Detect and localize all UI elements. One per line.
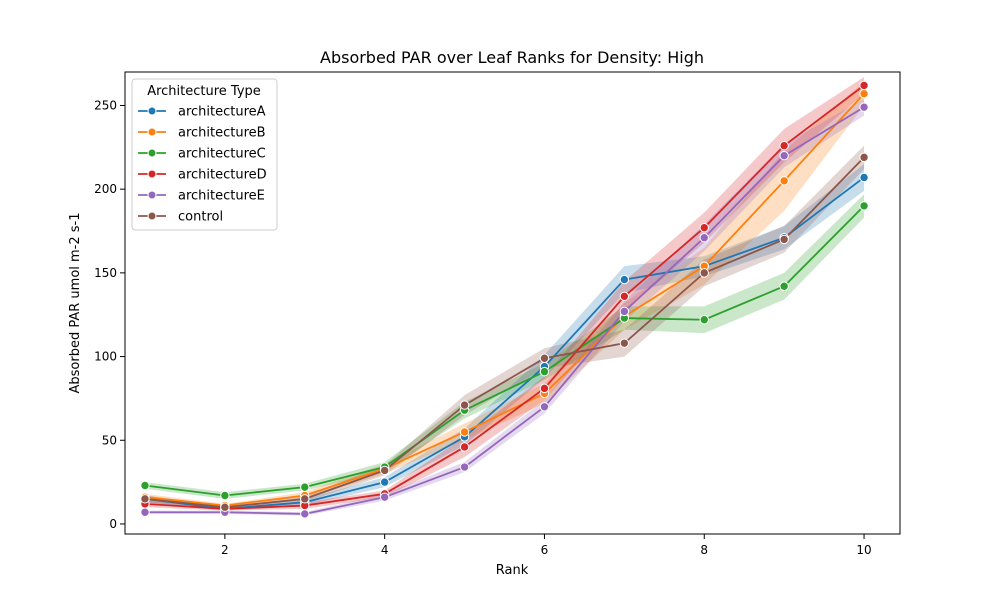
line-architectureE bbox=[144, 106, 865, 515]
y-tick-label: 50 bbox=[102, 433, 117, 447]
point-architectureE bbox=[539, 402, 550, 412]
x-axis-label: Rank bbox=[496, 563, 529, 578]
x-axis: 2 4 6 8 10 bbox=[221, 534, 872, 557]
point-architectureA bbox=[379, 477, 390, 487]
point-control bbox=[539, 353, 550, 363]
plot-frame bbox=[124, 71, 901, 535]
point-control bbox=[699, 268, 709, 278]
series-lines bbox=[144, 84, 865, 515]
legend-marker-architectureE bbox=[147, 190, 157, 200]
line-architectureC bbox=[144, 205, 865, 497]
point-architectureE bbox=[619, 306, 630, 317]
point-architectureB bbox=[459, 427, 470, 437]
line-architectureA bbox=[144, 176, 865, 510]
x-tick-label: 4 bbox=[381, 543, 389, 557]
y-axis: 0 50 100 150 200 250 bbox=[94, 98, 125, 531]
legend-marker-architectureA bbox=[147, 106, 157, 116]
point-architectureE bbox=[699, 233, 709, 243]
legend-marker-architectureC bbox=[147, 148, 157, 158]
point-control bbox=[779, 234, 789, 245]
point-architectureA bbox=[619, 274, 630, 285]
x-tick-label: 2 bbox=[221, 543, 229, 557]
point-architectureC bbox=[699, 315, 709, 325]
y-tick-label: 200 bbox=[94, 182, 117, 196]
y-tick-label: 0 bbox=[109, 517, 117, 531]
legend-items: architectureA architectureB architectureC a… bbox=[138, 105, 267, 225]
point-architectureC bbox=[300, 482, 310, 492]
point-architectureB bbox=[859, 89, 869, 99]
legend-label: architectureD bbox=[178, 168, 267, 183]
point-architectureC bbox=[220, 490, 230, 501]
y-axis-label: Absorbed PAR umol m-2 s-1 bbox=[68, 212, 83, 393]
point-architectureC bbox=[539, 366, 550, 377]
point-control bbox=[379, 465, 390, 476]
x-tick-label: 8 bbox=[700, 543, 708, 557]
point-architectureA bbox=[859, 172, 869, 183]
legend-title: Architecture Type bbox=[147, 84, 261, 99]
series-points bbox=[140, 80, 869, 519]
y-tick-label: 250 bbox=[94, 98, 117, 112]
legend-label: architectureE bbox=[178, 189, 265, 204]
legend-label: architectureA bbox=[178, 105, 266, 120]
y-tick-label: 150 bbox=[94, 266, 117, 280]
point-architectureE bbox=[140, 507, 150, 517]
legend-box bbox=[131, 78, 278, 231]
point-architectureC bbox=[779, 281, 789, 291]
legend: Architecture Type architectureAarchitect… bbox=[131, 78, 278, 231]
band-architectureD bbox=[144, 77, 865, 511]
point-architectureD bbox=[539, 383, 550, 394]
point-architectureD bbox=[619, 291, 630, 302]
point-architectureE bbox=[779, 150, 789, 161]
point-control bbox=[140, 494, 150, 504]
legend-marker-control bbox=[147, 211, 157, 221]
point-architectureC bbox=[140, 480, 150, 491]
line-control bbox=[144, 156, 865, 509]
line-architectureB bbox=[144, 93, 865, 507]
point-control bbox=[859, 152, 869, 163]
legend-label: control bbox=[178, 210, 223, 225]
point-control bbox=[459, 400, 470, 410]
point-control bbox=[300, 494, 310, 504]
point-architectureE bbox=[379, 492, 390, 502]
legend-label: architectureC bbox=[178, 147, 266, 162]
x-tick-label: 6 bbox=[541, 543, 549, 557]
x-tick-label: 10 bbox=[856, 543, 871, 557]
chart-title: Absorbed PAR over Leaf Ranks for Density… bbox=[320, 48, 704, 67]
legend-marker-architectureB bbox=[147, 127, 157, 137]
point-architectureE bbox=[300, 509, 310, 519]
point-control bbox=[220, 502, 230, 512]
point-architectureB bbox=[779, 176, 789, 186]
point-architectureD bbox=[779, 140, 789, 151]
legend-label: architectureB bbox=[178, 126, 266, 141]
line-architectureD bbox=[144, 84, 865, 510]
point-architectureE bbox=[859, 102, 869, 112]
point-architectureD bbox=[859, 80, 869, 91]
y-tick-label: 100 bbox=[94, 350, 117, 364]
point-architectureD bbox=[699, 222, 709, 233]
point-control bbox=[619, 338, 630, 348]
point-architectureC bbox=[859, 201, 869, 211]
legend-marker-architectureD bbox=[147, 169, 157, 179]
point-architectureD bbox=[459, 442, 470, 452]
point-architectureE bbox=[459, 462, 470, 472]
